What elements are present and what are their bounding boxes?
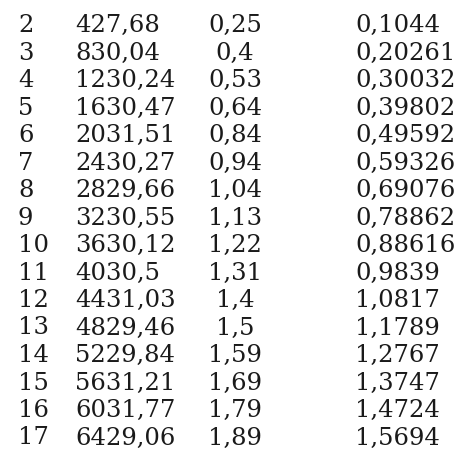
Text: 2829,66: 2829,66 [75,179,175,202]
Text: 1,31: 1,31 [208,262,262,284]
Text: 3: 3 [18,42,34,64]
Text: 7: 7 [18,152,33,174]
Text: 1,2767: 1,2767 [355,344,440,367]
Text: 0,69076: 0,69076 [355,179,456,202]
Text: 1,69: 1,69 [208,372,262,394]
Text: 1230,24: 1230,24 [75,69,175,92]
Text: 17: 17 [18,427,49,449]
Text: 3630,12: 3630,12 [75,234,175,257]
Text: 1,5694: 1,5694 [355,427,440,449]
Text: 10: 10 [18,234,49,257]
Text: 0,53: 0,53 [208,69,262,92]
Text: 6: 6 [18,124,34,147]
Text: 0,1044: 0,1044 [355,14,440,37]
Text: 4829,46: 4829,46 [75,317,175,339]
Text: 1,4724: 1,4724 [355,399,440,422]
Text: 1,0817: 1,0817 [355,289,440,312]
Text: 0,9839: 0,9839 [355,262,440,284]
Text: 1,3747: 1,3747 [355,372,440,394]
Text: 5: 5 [18,97,33,119]
Text: 5631,21: 5631,21 [75,372,175,394]
Text: 1,59: 1,59 [208,344,262,367]
Text: 0,39802: 0,39802 [355,97,455,119]
Text: 2430,27: 2430,27 [75,152,175,174]
Text: 0,20261: 0,20261 [355,42,456,64]
Text: 1,13: 1,13 [208,207,262,229]
Text: 6031,77: 6031,77 [75,399,175,422]
Text: 1,89: 1,89 [208,427,262,449]
Text: 12: 12 [18,289,49,312]
Text: 13: 13 [18,317,49,339]
Text: 14: 14 [18,344,49,367]
Text: 0,49592: 0,49592 [355,124,455,147]
Text: 0,30032: 0,30032 [355,69,456,92]
Text: 1630,47: 1630,47 [75,97,175,119]
Text: 0,64: 0,64 [208,97,262,119]
Text: 1,04: 1,04 [208,179,262,202]
Text: 0,88616: 0,88616 [355,234,456,257]
Text: 9: 9 [18,207,33,229]
Text: 4431,03: 4431,03 [75,289,176,312]
Text: 1,4: 1,4 [216,289,255,312]
Text: 0,84: 0,84 [208,124,262,147]
Text: 8: 8 [18,179,33,202]
Text: 5229,84: 5229,84 [75,344,175,367]
Text: 0,25: 0,25 [208,14,262,37]
Text: 4030,5: 4030,5 [75,262,160,284]
Text: 6429,06: 6429,06 [75,427,175,449]
Text: 2031,51: 2031,51 [75,124,175,147]
Text: 427,68: 427,68 [75,14,160,37]
Text: 1,1789: 1,1789 [355,317,440,339]
Text: 1,5: 1,5 [216,317,254,339]
Text: 0,78862: 0,78862 [355,207,455,229]
Text: 1,79: 1,79 [208,399,262,422]
Text: 16: 16 [18,399,49,422]
Text: 1,22: 1,22 [208,234,262,257]
Text: 4: 4 [18,69,34,92]
Text: 0,59326: 0,59326 [355,152,455,174]
Text: 0,4: 0,4 [216,42,255,64]
Text: 2: 2 [18,14,33,37]
Text: 11: 11 [18,262,49,284]
Text: 0,94: 0,94 [208,152,262,174]
Text: 15: 15 [18,372,49,394]
Text: 830,04: 830,04 [75,42,160,64]
Text: 3230,55: 3230,55 [75,207,175,229]
